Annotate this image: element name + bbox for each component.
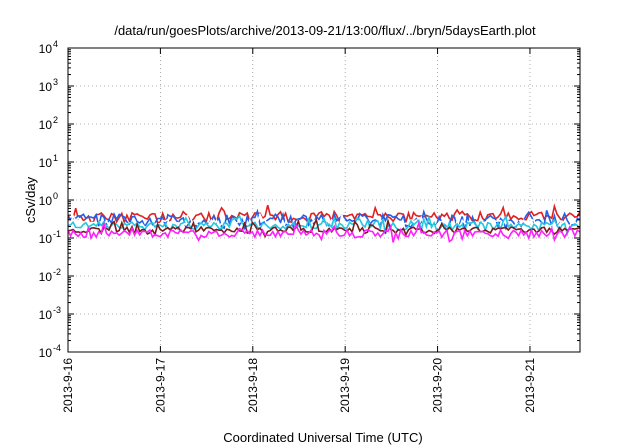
series-line xyxy=(67,203,581,226)
y-tick-exponent: 1 xyxy=(53,153,58,163)
x-tick-label: 2013-9-19 xyxy=(338,358,352,413)
y-tick-exponent: 0 xyxy=(53,191,58,201)
y-tick-label: 10 xyxy=(39,232,53,246)
y-tick-label: 10 xyxy=(39,118,53,132)
y-tick-label: 10 xyxy=(39,194,53,208)
y-tick-label: 10 xyxy=(39,308,53,322)
x-tick-label: 2013-9-16 xyxy=(61,358,75,413)
series-line xyxy=(67,220,581,243)
y-tick-label: 10 xyxy=(39,80,53,94)
y-tick-exponent: -3 xyxy=(53,305,61,315)
x-ticks: 2013-9-16 2013-9-17 2013-9-18 2013-9-19 2013… xyxy=(61,48,537,413)
y-tick-exponent: -4 xyxy=(53,343,61,353)
x-tick-label: 2013-9-21 xyxy=(523,358,537,413)
y-tick-label: 10 xyxy=(39,346,53,360)
x-axis-label: Coordinated Universal Time (UTC) xyxy=(223,430,422,445)
y-tick-exponent: -2 xyxy=(53,267,61,277)
series-group xyxy=(67,203,581,243)
y-tick-label: 10 xyxy=(39,270,53,284)
x-tick-label: 2013-9-20 xyxy=(431,358,445,413)
y-tick-label: 10 xyxy=(39,156,53,170)
chart-title: /data/run/goesPlots/archive/2013-09-21/1… xyxy=(114,23,536,38)
y-tick-exponent: 2 xyxy=(53,115,58,125)
y-tick-exponent: -1 xyxy=(53,229,61,239)
y-axis-label: cSv/day xyxy=(23,176,38,223)
series-line xyxy=(67,214,581,237)
y-tick-label: 10 xyxy=(39,42,53,56)
x-tick-label: 2013-9-18 xyxy=(246,358,260,413)
x-tick-label: 2013-9-17 xyxy=(153,358,167,413)
grid xyxy=(68,48,580,352)
y-tick-exponent: 4 xyxy=(53,39,58,49)
y-tick-exponent: 3 xyxy=(53,77,58,87)
